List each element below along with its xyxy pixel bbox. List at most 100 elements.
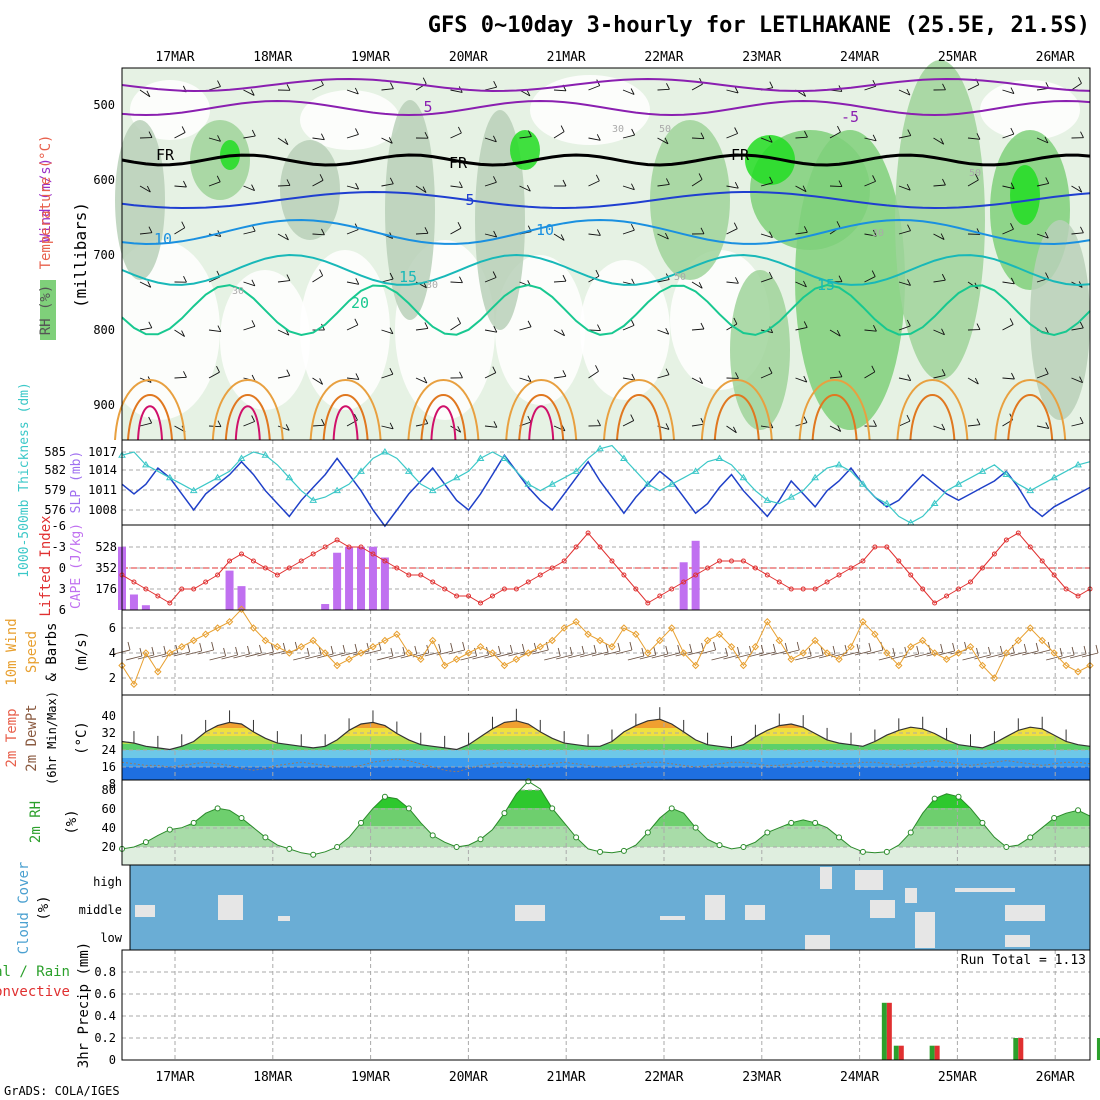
lifted-index-point: [991, 551, 997, 557]
wind-barb: [967, 377, 979, 385]
wind10-tick: 4: [109, 646, 116, 660]
wind-barb: [484, 233, 497, 238]
rh-point: [166, 826, 173, 833]
wind-barb-flag: [768, 367, 773, 374]
wind-barb: [864, 85, 877, 91]
cape-tick: 352: [95, 561, 117, 575]
wind-barb: [622, 134, 635, 139]
rh-point: [310, 851, 317, 858]
cloud-level-label: low: [100, 931, 122, 945]
date-label-top: 18MAR: [253, 50, 292, 65]
wind-barb-flag: [1011, 372, 1015, 380]
wind-barb-flag: [251, 374, 256, 382]
wind-barb-flag: [836, 221, 841, 228]
wind10-point: [871, 630, 879, 638]
date-label-top: 19MAR: [351, 50, 390, 65]
thickness-point: [882, 499, 891, 507]
wind-barb: [933, 279, 946, 283]
wind10-point: [608, 643, 616, 651]
wind-barb: [553, 233, 565, 241]
contour-label: 30: [612, 124, 624, 135]
rh-point: [453, 844, 460, 850]
wind-barb: [1002, 228, 1014, 235]
wind10-point: [273, 643, 282, 651]
temp-tick: 8: [109, 777, 116, 791]
contour-label: 20: [351, 294, 369, 312]
wind10-barb-flag: [1083, 645, 1087, 655]
upper-air-y-tick: 600: [93, 173, 115, 187]
wind-barb: [381, 183, 394, 187]
wind-barb: [243, 230, 256, 235]
wind10-barb-flag: [282, 642, 286, 652]
wind-barb-flag: [459, 276, 463, 283]
wind-barb-flag: [1010, 87, 1015, 94]
wind-barb: [726, 281, 739, 284]
thickness-point: [978, 467, 987, 474]
rh-point: [501, 810, 508, 817]
wind-barb-flag: [355, 278, 360, 285]
wind-barb-flag: [1044, 231, 1049, 239]
wind10-point: [405, 649, 413, 657]
wind-barb-flag: [1010, 182, 1015, 189]
wind-barb: [484, 181, 497, 187]
wind10-barb: [376, 655, 394, 661]
wind10-barb: [544, 655, 561, 661]
wind-barb: [1036, 233, 1049, 239]
wind-barb: [450, 227, 462, 235]
wind10-point: [918, 636, 927, 645]
thickness-point: [954, 480, 963, 487]
rh-point: [1027, 834, 1034, 841]
wind-barb: [795, 326, 808, 331]
wind-barb: [415, 377, 428, 384]
wind10-point: [321, 649, 329, 657]
wind-barb-flag: [560, 234, 565, 241]
temp-tick: 32: [102, 726, 116, 740]
wind10-barb-flag: [665, 645, 669, 655]
rh-point: [238, 815, 245, 821]
cloud-background: [130, 865, 1090, 950]
date-label-top: 26MAR: [1036, 50, 1075, 65]
wind-barb: [277, 233, 289, 241]
wind-barb-flag: [734, 127, 739, 134]
wind-barb-flag: [873, 324, 877, 332]
wind-barb: [622, 377, 635, 381]
rh-point: [931, 795, 938, 802]
wind-barb-flag: [148, 226, 153, 233]
contour-label: 30: [232, 286, 244, 297]
temp-ylabel-d: (°C): [74, 721, 90, 755]
wind10-barb-flag: [653, 646, 657, 656]
lifted-index-point: [908, 572, 914, 578]
wind-barb-flag: [217, 80, 221, 87]
lifted-index-point: [1027, 544, 1033, 550]
wind-barb-flag: [354, 318, 359, 326]
contour-label: 5: [465, 191, 474, 209]
wind-barb-flag: [630, 319, 635, 326]
wind-barb-flag: [974, 173, 979, 181]
rh-point: [859, 848, 866, 855]
wind-barb: [588, 329, 601, 332]
wind-barb-flag: [803, 226, 808, 233]
wind-barb-flag: [321, 418, 325, 426]
wind-barb-flag: [630, 414, 635, 421]
thickness-point: [309, 496, 318, 503]
rh-shade-area: [300, 250, 390, 410]
lifted-index-point: [561, 558, 567, 564]
precip-total-bar: [1096, 1038, 1100, 1060]
lifted-index-point: [728, 558, 734, 564]
slp-line: [121, 453, 1091, 528]
isotherm-35: [234, 405, 261, 441]
wind10-barb: [149, 653, 166, 659]
wind-barb-flag: [216, 175, 221, 182]
wind10-point: [285, 649, 294, 657]
wind10-barb-flag: [557, 647, 561, 657]
wind10-barb-flag: [486, 646, 489, 656]
wind10-point: [811, 636, 819, 645]
wind10-barb-flag: [509, 644, 513, 654]
wind10-point: [620, 624, 628, 632]
lifted-index-point: [597, 544, 603, 550]
wind10-barb-flag: [151, 646, 155, 656]
cloud-patch: [515, 905, 545, 921]
wind-barb: [898, 281, 911, 286]
cape-tick: 528: [95, 540, 117, 554]
wind-barb: [174, 376, 187, 379]
